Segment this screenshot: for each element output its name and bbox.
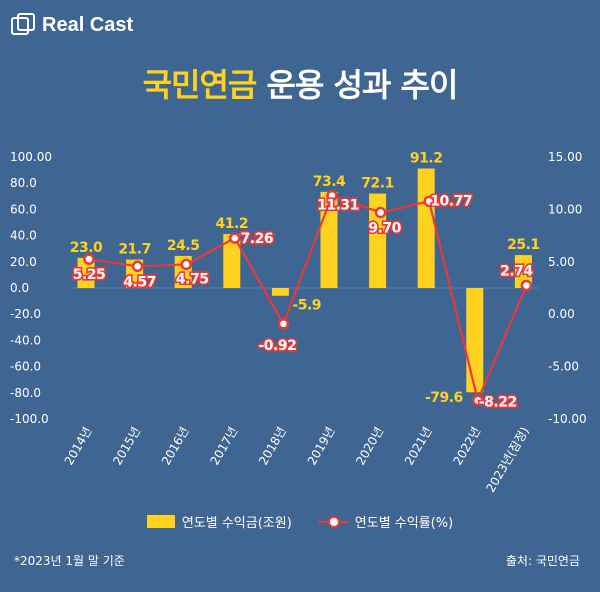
rate-value-label: 7.26 [241,231,274,247]
footnote: *2023년 1월 말 기준 [14,554,125,568]
bar [514,255,532,288]
rate-point [472,394,484,407]
bar-value-label: -79.6 [425,390,463,406]
x-tick-label: 2015년 [110,425,143,468]
x-tick-label: 2021년 [402,425,435,468]
y-left-tick-label: 80.0 [10,176,37,190]
rate-value-label: 2.74 [500,263,533,279]
legend-item-line: 연도별 수익률(%) [317,512,454,531]
legend-line-label: 연도별 수익률(%) [354,516,454,531]
bar-value-label: -5.9 [292,298,321,314]
bar-value-label: 91.2 [410,151,443,167]
x-tick-label: 2022년 [450,425,483,468]
rate-point [374,206,387,219]
rate-point [83,253,95,265]
rate-point [229,232,241,244]
y-right-tick-label: 0.00 [548,307,575,321]
bar [223,234,241,288]
rate-value-label: 9.70 [368,221,401,237]
y-left-tick-label: 60.0 [10,202,37,216]
y-right-tick-label: 5.00 [548,255,575,269]
logo: Real Cast [10,12,133,38]
legend-bar-swatch [146,515,175,528]
y-right-tick-label: -10.00 [548,412,587,426]
bar [77,257,95,288]
bar [466,288,484,393]
y-left-tick-label: -60.0 [10,360,41,374]
y-left-tick-label: -20.0 [10,307,41,321]
bar-value-label: 73.4 [313,174,346,190]
bar-value-label: 21.7 [118,242,151,258]
x-tick-label: 2018년 [256,425,289,468]
chart-title-rest: 운용 성과 추이 [266,66,458,104]
chart-title-highlight: 국민연금 [142,66,258,104]
rate-point [520,279,533,292]
rate-point [180,258,192,271]
rate-point [277,318,290,330]
rate-point [131,260,144,273]
bar-value-label: 23.0 [70,240,103,256]
rate-value-label: 4.57 [123,274,156,290]
y-left-tick-label: 0.0 [10,281,29,295]
x-tick-label: 2019년 [305,425,338,468]
legend-item-bar: 연도별 수익금(조원) [146,512,292,531]
x-tick-label: 2020년 [353,425,386,468]
x-tick-label: 2023년(잠정) [483,425,532,495]
logo-text: Real Cast [42,13,134,36]
y-left-tick-label: 100.00 [10,150,52,164]
bar [271,288,289,296]
rate-point [423,195,435,208]
legend-line-swatch [317,515,348,528]
x-tick-label: 2014년 [62,425,95,468]
chart-title: 국민연금 운용 성과 추이 [0,60,600,106]
chart-legend: 연도별 수익금(조원) 연도별 수익률(%) [0,512,600,531]
y-right-tick-label: 10.00 [548,202,582,216]
rate-value-label: -0.92 [258,338,296,354]
y-left-tick-label: -40.0 [10,333,41,347]
y-left-tick-label: -100.0 [10,412,49,426]
bar-value-label: 25.1 [507,237,540,253]
bar-value-label: 41.2 [216,216,249,232]
x-tick-label: 2016년 [159,425,192,468]
bar-value-label: 72.1 [361,176,394,192]
realcast-logo-icon [11,13,35,35]
rate-line [88,194,528,404]
rate-value-label: 4.75 [176,271,209,287]
rate-value-label: 5.25 [73,267,106,283]
bar-value-label: 24.5 [167,238,200,254]
y-left-tick-label: 40.0 [10,229,37,243]
rate-value-label: 11.31 [317,198,359,214]
source-note: 출처: 국민연금 [505,554,580,568]
rate-value-label: 10.77 [430,193,472,209]
bar [417,168,435,288]
y-left-tick-label: -80.0 [10,386,41,400]
y-left-tick-label: 20.0 [10,255,37,269]
rate-value-label: -8.22 [479,394,517,410]
x-tick-label: 2017년 [207,425,240,468]
legend-bar-label: 연도별 수익금(조원) [181,516,292,531]
y-right-tick-label: 15.00 [548,150,582,164]
y-right-tick-label: -5.00 [548,360,579,374]
rate-point [326,189,338,202]
